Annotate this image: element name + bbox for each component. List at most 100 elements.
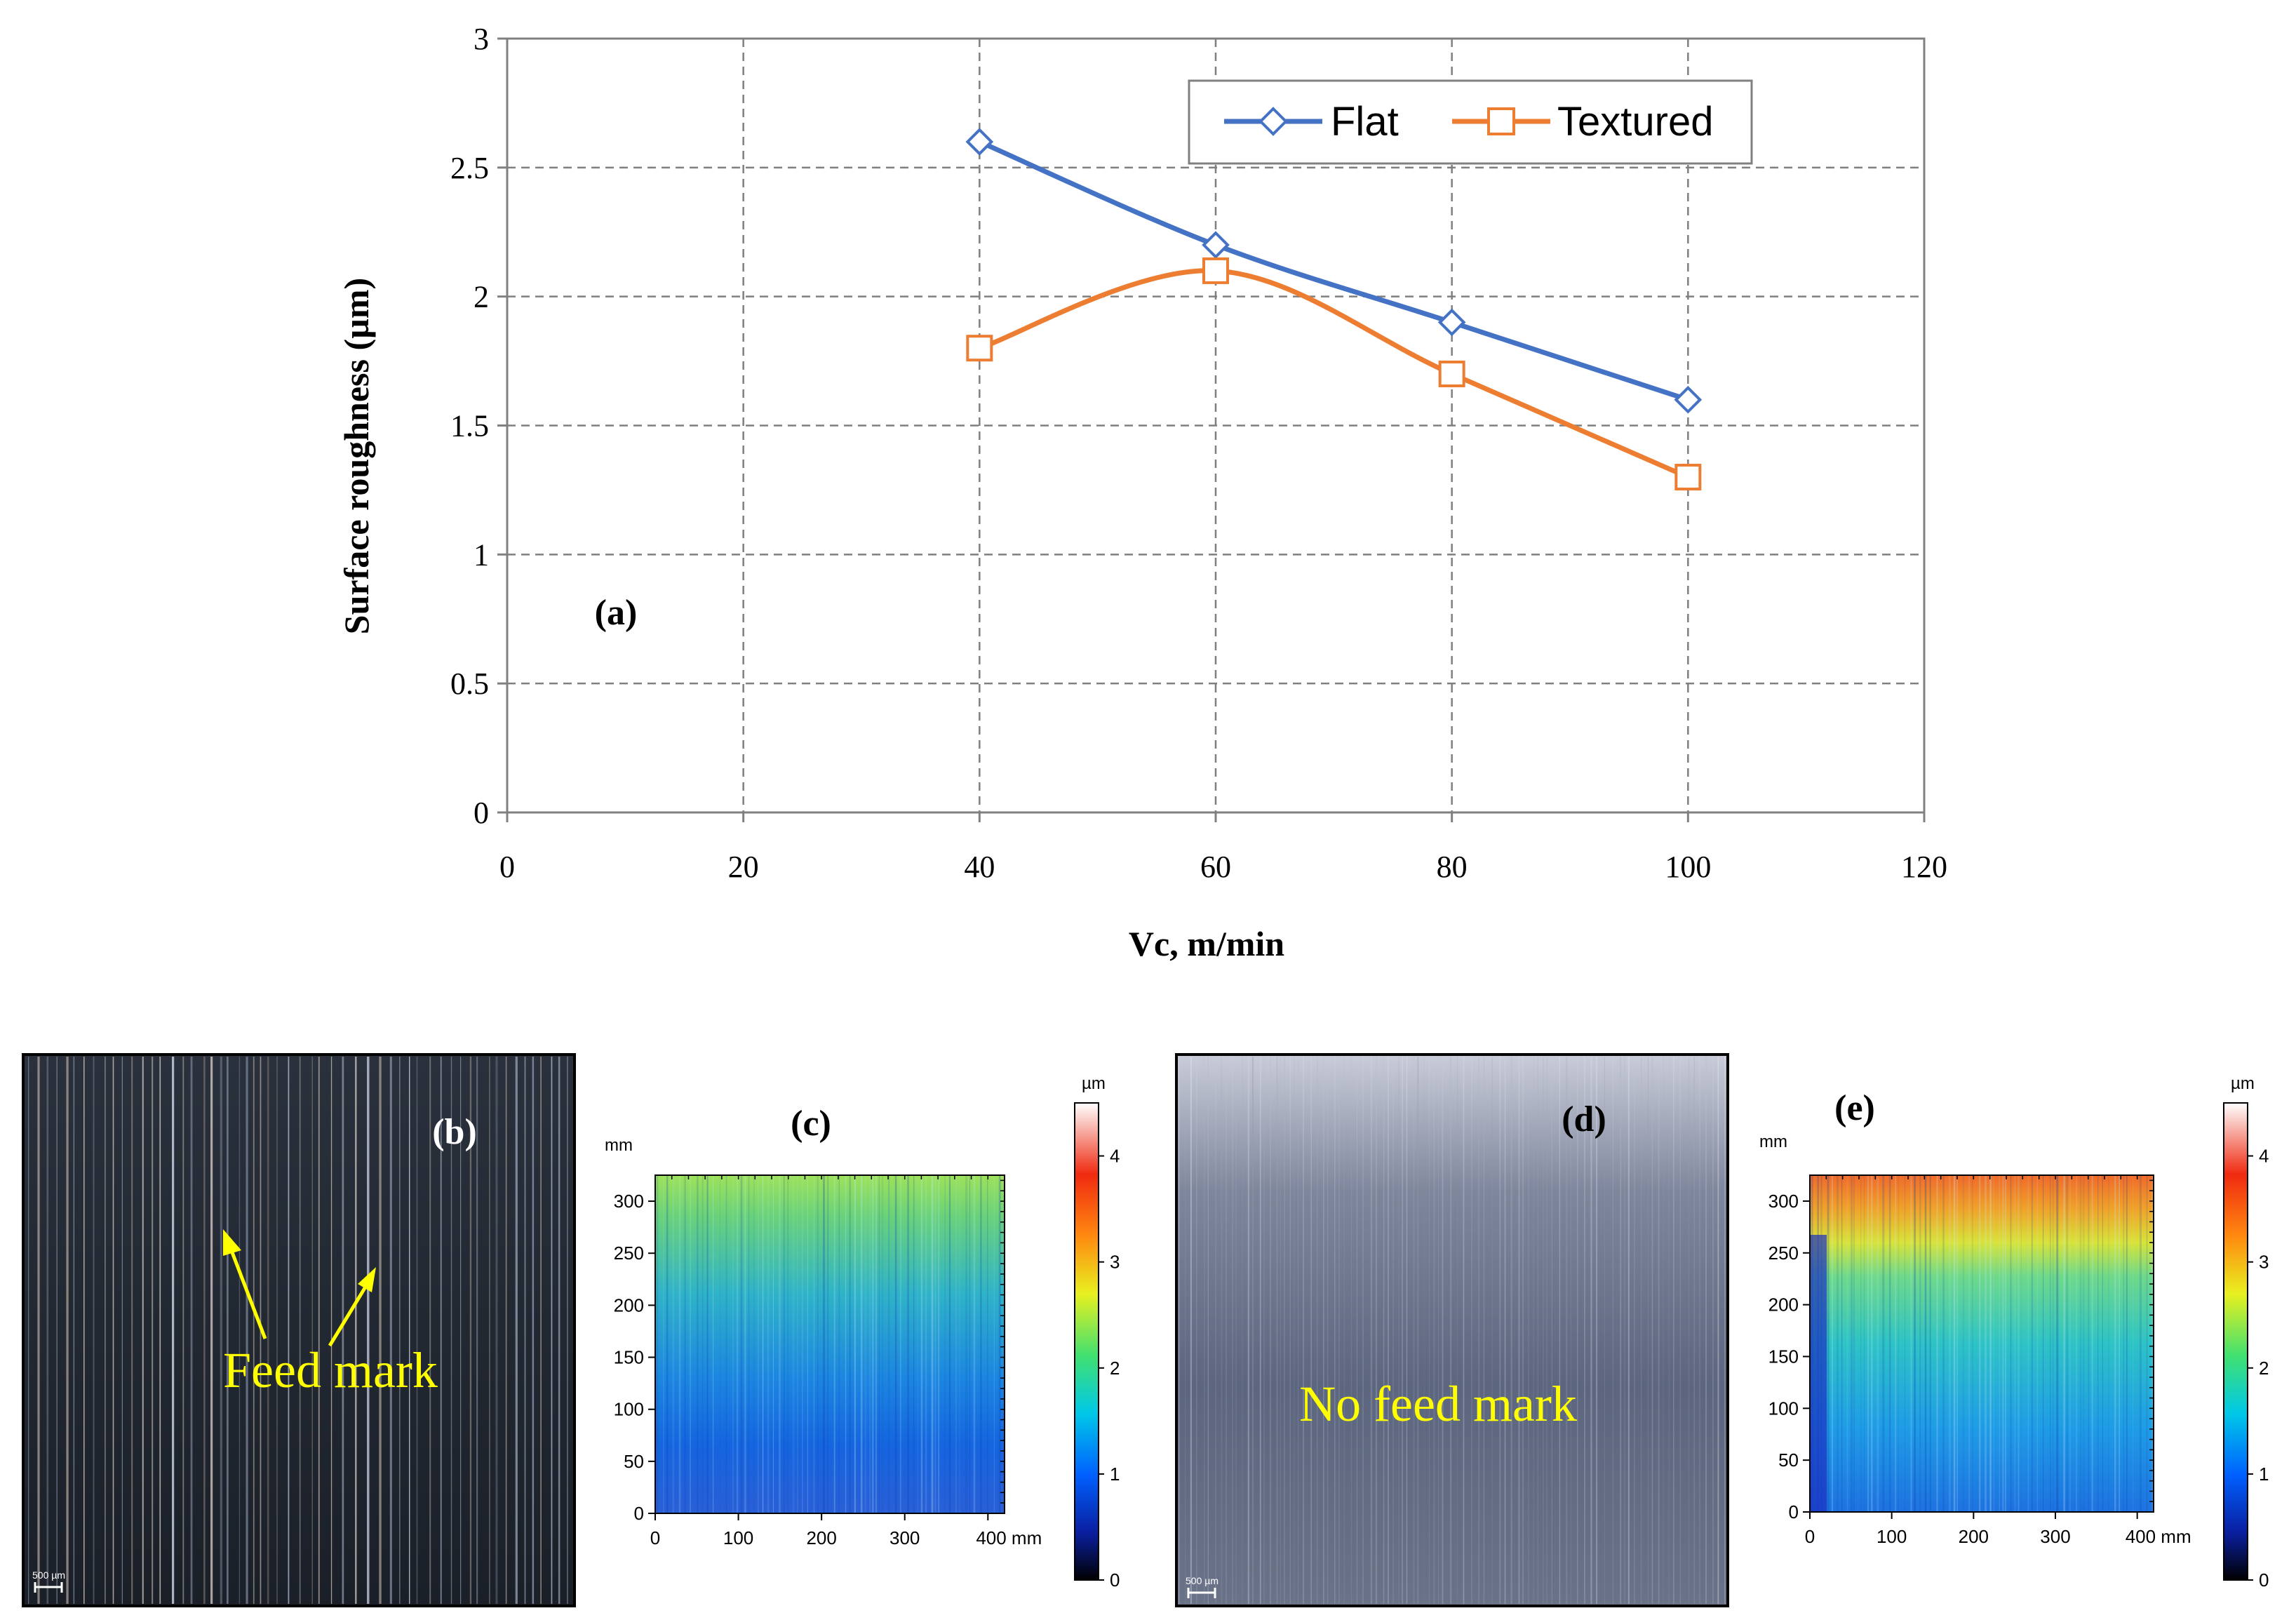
heatmap-streak [1919, 1175, 1921, 1512]
colorbar-tick-label: 2 [2259, 1358, 2269, 1379]
heatmap-e-y-unit: mm [1759, 1132, 1787, 1151]
texture-stripe [1499, 1057, 1501, 1604]
feed-stripe [276, 1057, 278, 1604]
fine-texture-stripes [1179, 1057, 1726, 1604]
feed-stripe [505, 1057, 507, 1604]
panel-label-c: (c) [791, 1104, 831, 1144]
heat-x-tick-label: 300 [889, 1527, 920, 1548]
heatmap-streak [2036, 1175, 2038, 1512]
heat-x-tick-label: 0 [650, 1527, 660, 1548]
point-flat-2 [1437, 308, 1466, 337]
heatmap-streak [748, 1175, 750, 1513]
point-textured-1 [1202, 257, 1229, 284]
heatmap-streak [2151, 1175, 2154, 1512]
heatmap-streak [2056, 1175, 2059, 1512]
texture-stripe [1533, 1057, 1534, 1604]
heatmap-streak [2082, 1175, 2085, 1512]
heatmap-streak [993, 1175, 995, 1513]
heat-y-tick-label: 300 [614, 1191, 644, 1212]
feed-stripe [28, 1057, 29, 1604]
y-tick-label-2: 1 [474, 537, 489, 572]
heatmap-streak [965, 1175, 968, 1513]
texture-stripe [1251, 1057, 1254, 1604]
heatmap-streak [672, 1175, 674, 1513]
point-flat-1 [1202, 231, 1230, 259]
heatmap-streak [869, 1175, 871, 1513]
texture-stripe [1327, 1057, 1329, 1604]
colorbar-e: µm 0 1 2 3 4 [2223, 1074, 2269, 1591]
feed-stripe [152, 1057, 154, 1604]
x-tick-label-0: 0 [499, 850, 515, 884]
micrograph-b-background [23, 1055, 575, 1606]
heatmap-e-streaks [1810, 1175, 2154, 1512]
feed-stripe [288, 1057, 290, 1604]
feed-stripe [73, 1057, 75, 1604]
heatmap-streak [2032, 1175, 2033, 1512]
texture-stripe [1185, 1057, 1186, 1604]
feed-stripe [367, 1057, 370, 1604]
feed-stripe [379, 1057, 382, 1604]
texture-stripe [1641, 1057, 1642, 1604]
texture-stripe [1392, 1057, 1394, 1604]
feed-stripe [190, 1057, 193, 1604]
heat-y-tick-label: 0 [634, 1503, 644, 1524]
heatmap-streak [1968, 1175, 1970, 1512]
texture-stripe [1402, 1057, 1403, 1604]
heatmap-streak [1914, 1175, 1916, 1512]
heat-y-tick-label: 200 [1768, 1294, 1799, 1316]
colorbar-tick-label: 3 [1110, 1252, 1120, 1273]
heatmap-e: 0 100 200 300 400 mm 0 50 100 150 200 250 300 mm (e… [1759, 1074, 2269, 1591]
texture-stripe [1263, 1057, 1265, 1604]
feed-stripe [416, 1057, 418, 1604]
heat-x-tick-label: 400 mm [976, 1527, 1042, 1548]
heatmap-streak [2069, 1175, 2072, 1512]
feed-stripe [476, 1057, 478, 1604]
heatmap-streak [1949, 1175, 1951, 1512]
heatmap-streak [1962, 1175, 1965, 1512]
texture-stripe [1478, 1057, 1480, 1604]
heatmap-streak [807, 1175, 808, 1513]
heatmap-streak [684, 1175, 686, 1513]
heat-x-tick-label: 200 [806, 1527, 836, 1548]
y-tick-labels: 0 0.5 1 1.5 2 2.5 3 [450, 22, 507, 830]
heat-y-tick-label: 300 [1768, 1191, 1799, 1212]
heatmap-streak [666, 1175, 669, 1513]
heatmap-e-field [1810, 1175, 2154, 1512]
heatmap-streak [894, 1175, 897, 1513]
heatmap-streak [1867, 1175, 1869, 1512]
texture-stripe [1310, 1057, 1312, 1604]
colorbar-gradient [1074, 1102, 1099, 1581]
feed-stripe [409, 1057, 410, 1604]
texture-stripe [1242, 1057, 1243, 1604]
feed-stripe [389, 1057, 392, 1604]
texture-stripe [1284, 1057, 1285, 1604]
heatmap-streak [934, 1175, 936, 1513]
heatmap-c: 0 100 200 300 400 mm 0 50 100 150 200 250 300 mm (c… [605, 1074, 1120, 1591]
heatmap-streak [1979, 1175, 1981, 1512]
texture-stripe [1207, 1057, 1209, 1604]
x-tick-label-6: 120 [1901, 850, 1947, 884]
colorbar-unit: µm [1082, 1074, 1106, 1093]
texture-stripe [1316, 1057, 1318, 1604]
feed-stripe [253, 1057, 255, 1604]
feed-stripe [540, 1057, 542, 1604]
y-tick-label-3: 1.5 [450, 409, 489, 443]
texture-stripe [1226, 1057, 1227, 1604]
heatmap-streak [1832, 1175, 1833, 1512]
scale-bar-b-label: 500 µm [32, 1569, 65, 1581]
feed-stripe [46, 1057, 49, 1604]
feed-stripe [159, 1057, 161, 1604]
heatmap-streak [772, 1175, 774, 1513]
arrow-head-1-icon [223, 1229, 241, 1256]
texture-stripe [1457, 1057, 1458, 1604]
legend-label-textured: Textured [1557, 99, 1713, 145]
colorbar-tick-label: 0 [1110, 1569, 1120, 1591]
texture-stripe [1627, 1057, 1630, 1604]
feed-stripe [112, 1057, 114, 1604]
texture-stripe [1289, 1057, 1291, 1604]
texture-stripe [1491, 1057, 1493, 1604]
heatmap-streak [757, 1175, 759, 1513]
heat-y-tick-label: 50 [624, 1451, 644, 1472]
feed-stripe [558, 1057, 560, 1604]
